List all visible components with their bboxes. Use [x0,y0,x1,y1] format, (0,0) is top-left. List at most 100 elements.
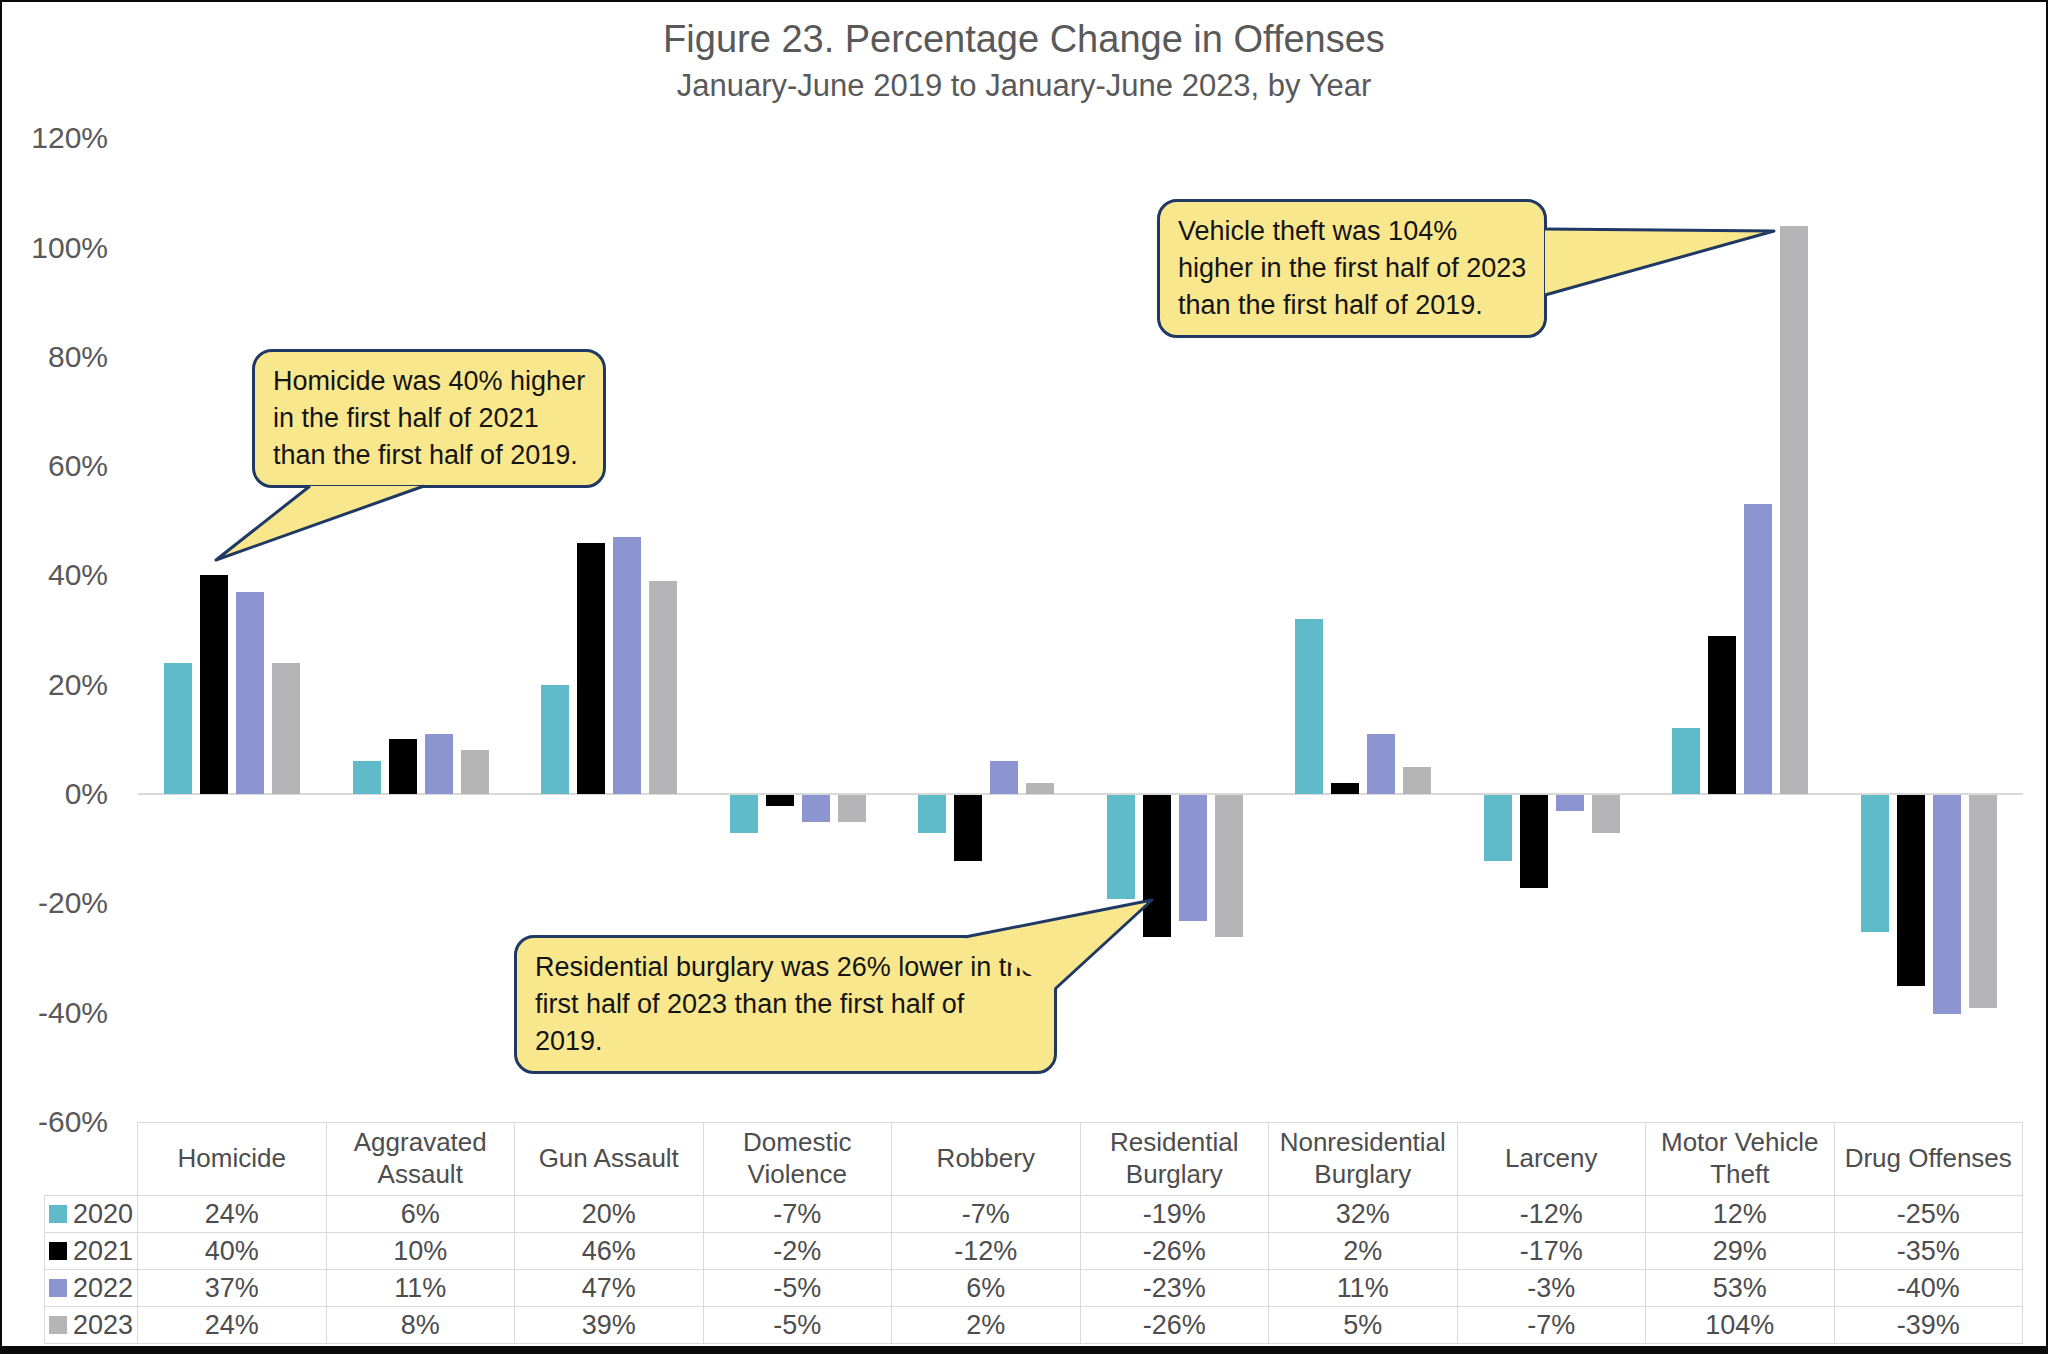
bar-2023-gun-assault [649,581,677,794]
table-header-nonresidential-burglary: Nonresidential Burglary [1269,1122,1458,1196]
bar-2022-motor-vehicle-theft [1744,504,1772,794]
bar-2020-larceny [1484,795,1512,861]
bar-2023-larceny [1592,795,1620,833]
bar-2021-larceny [1520,795,1548,888]
table-header-motor-vehicle-theft: Motor Vehicle Theft [1646,1122,1835,1196]
bar-2020-robbery [918,795,946,833]
bar-2021-residential-burglary [1143,795,1171,937]
y-axis-tick-label: 40% [2,556,108,594]
table-value-2023-motor-vehicle-theft: 104% [1646,1307,1835,1344]
year-label: 2020 [73,1199,133,1230]
table-value-2020-larceny: -12% [1458,1196,1647,1233]
table-value-2022-residential-burglary: -23% [1081,1270,1270,1307]
bar-2022-aggravated-assault [425,734,453,794]
callout-line: Homicide was 40% higher [273,363,585,400]
bar-2020-motor-vehicle-theft [1672,728,1700,794]
table-value-2021-homicide: 40% [138,1233,327,1270]
year-label: 2022 [73,1273,133,1304]
table-value-2023-gun-assault: 39% [515,1307,704,1344]
callout-line: than the first half of 2019. [273,437,585,474]
table-value-2020-residential-burglary: -19% [1081,1196,1270,1233]
table-value-2020-motor-vehicle-theft: 12% [1646,1196,1835,1233]
y-axis-tick-label: 100% [2,229,108,267]
table-value-2023-drug-offenses: -39% [1835,1307,2024,1344]
bar-2021-domestic-violence [766,795,794,806]
table-value-2023-domestic-violence: -5% [704,1307,893,1344]
table-value-2021-nonresidential-burglary: 2% [1269,1233,1458,1270]
table-value-2022-drug-offenses: -40% [1835,1270,2024,1307]
table-value-2021-motor-vehicle-theft: 29% [1646,1233,1835,1270]
year-label: 2023 [73,1310,133,1341]
bar-2022-robbery [990,761,1018,794]
table-header-robbery: Robbery [892,1122,1081,1196]
table-value-2020-gun-assault: 20% [515,1196,704,1233]
bar-2023-motor-vehicle-theft [1780,226,1808,794]
bar-2021-nonresidential-burglary [1331,783,1359,794]
bar-2023-aggravated-assault [461,750,489,794]
bar-2023-drug-offenses [1969,795,1997,1008]
table-value-2021-aggravated-assault: 10% [327,1233,516,1270]
table-value-2021-domestic-violence: -2% [704,1233,893,1270]
table-value-2022-larceny: -3% [1458,1270,1647,1307]
year-label: 2021 [73,1236,133,1267]
bar-2020-homicide [164,663,192,794]
legend-swatch-2023 [49,1316,67,1334]
table-value-2023-residential-burglary: -26% [1081,1307,1270,1344]
zero-baseline [138,793,2023,795]
table-corner-cell [44,1122,138,1196]
bar-2022-drug-offenses [1933,795,1961,1014]
bar-2021-robbery [954,795,982,861]
table-value-2022-gun-assault: 47% [515,1270,704,1307]
bar-2022-residential-burglary [1179,795,1207,921]
bar-2023-nonresidential-burglary [1403,767,1431,794]
table-value-2023-robbery: 2% [892,1307,1081,1344]
callout-line: 2019. [535,1023,1036,1060]
bar-2021-aggravated-assault [389,739,417,794]
table-value-2020-nonresidential-burglary: 32% [1269,1196,1458,1233]
table-header-gun-assault: Gun Assault [515,1122,704,1196]
table-value-2022-domestic-violence: -5% [704,1270,893,1307]
table-value-2020-homicide: 24% [138,1196,327,1233]
table-header-residential-burglary: Residential Burglary [1081,1122,1270,1196]
legend-swatch-2021 [49,1242,67,1260]
table-value-2021-robbery: -12% [892,1233,1081,1270]
figure-container: Figure 23. Percentage Change in Offenses… [0,0,2048,1354]
bar-2020-nonresidential-burglary [1295,619,1323,794]
bar-2023-domestic-violence [838,795,866,822]
bar-2021-motor-vehicle-theft [1708,636,1736,794]
table-value-2022-aggravated-assault: 11% [327,1270,516,1307]
bar-2022-gun-assault [613,537,641,794]
callout-line: in the first half of 2021 [273,400,585,437]
bottom-border-strip [2,1346,2046,1352]
callout-line: first half of 2023 than the first half o… [535,986,1036,1023]
bar-2022-domestic-violence [802,795,830,822]
table-year-cell-2023: 2023 [44,1307,138,1344]
bar-2023-homicide [272,663,300,794]
callout-line: Residential burglary was 26% lower in th… [535,949,1036,986]
legend-swatch-2022 [49,1279,67,1297]
chart-title: Figure 23. Percentage Change in Offenses [2,18,2046,61]
bar-2020-drug-offenses [1861,795,1889,932]
y-axis-tick-label: 20% [2,666,108,704]
table-value-2021-gun-assault: 46% [515,1233,704,1270]
residential-burglary-callout: Residential burglary was 26% lower in th… [514,935,1057,1074]
bar-2021-drug-offenses [1897,795,1925,986]
homicide-callout: Homicide was 40% higher in the first hal… [252,349,606,488]
table-header-domestic-violence: Domestic Violence [704,1122,893,1196]
bar-2022-nonresidential-burglary [1367,734,1395,794]
table-value-2021-drug-offenses: -35% [1835,1233,2024,1270]
table-value-2020-drug-offenses: -25% [1835,1196,2024,1233]
bar-2021-homicide [200,575,228,794]
bar-2023-residential-burglary [1215,795,1243,937]
table-header-drug-offenses: Drug Offenses [1835,1122,2024,1196]
table-value-2022-nonresidential-burglary: 11% [1269,1270,1458,1307]
table-year-cell-2022: 2022 [44,1270,138,1307]
bar-2022-homicide [236,592,264,794]
table-value-2020-aggravated-assault: 6% [327,1196,516,1233]
y-axis-tick-label: -20% [2,884,108,922]
legend-swatch-2020 [49,1205,67,1223]
y-axis-tick-label: 60% [2,447,108,485]
table-value-2023-larceny: -7% [1458,1307,1647,1344]
chart-subtitle: January-June 2019 to January-June 2023, … [2,68,2046,104]
table-value-2021-residential-burglary: -26% [1081,1233,1270,1270]
